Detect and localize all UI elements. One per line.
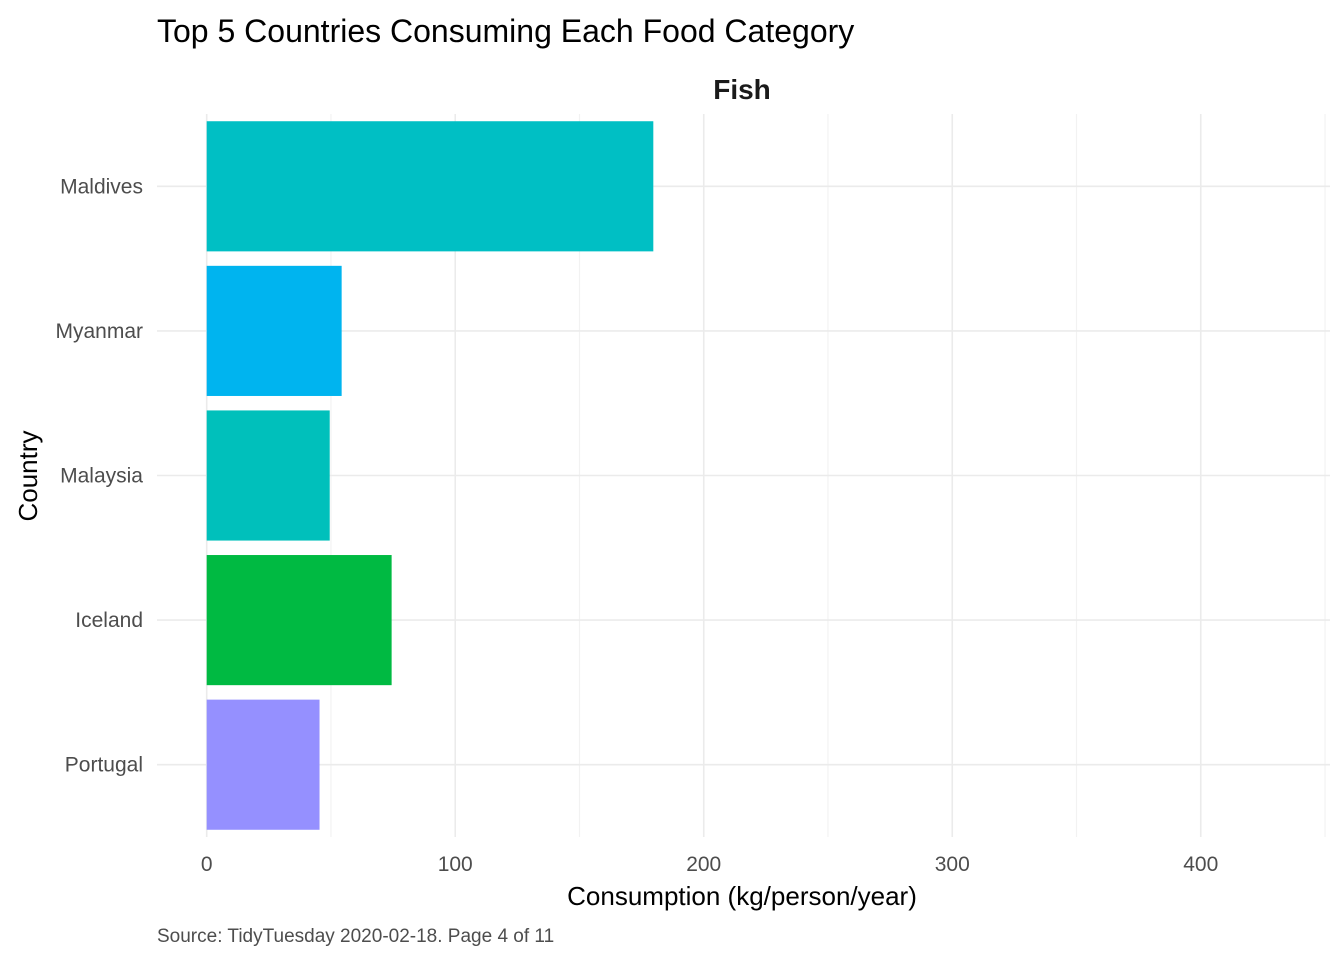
bar-iceland <box>206 555 392 686</box>
y-axis-title: Country <box>13 430 43 521</box>
chart-caption: Source: TidyTuesday 2020-02-18. Page 4 o… <box>157 926 554 947</box>
y-tick-label: Maldives <box>60 175 143 198</box>
y-tick-label: Malaysia <box>60 465 143 488</box>
x-tick-label: 0 <box>201 853 213 876</box>
x-axis-title: Consumption (kg/person/year) <box>567 881 917 911</box>
x-tick-label: 300 <box>935 853 970 876</box>
x-tick-label: 200 <box>686 853 721 876</box>
bar-myanmar <box>206 265 342 396</box>
bar-portugal <box>206 699 320 830</box>
y-tick-labels: Maldives Myanmar Malaysia Iceland Portugal <box>55 175 143 776</box>
facet-strip-label: Fish <box>713 74 771 105</box>
bar-group <box>206 121 654 830</box>
x-tick-label: 400 <box>1183 853 1218 876</box>
x-tick-label: 100 <box>438 853 473 876</box>
chart-title: Top 5 Countries Consuming Each Food Cate… <box>157 13 854 49</box>
bar-malaysia <box>206 410 330 541</box>
x-tick-labels: 0 100 200 300 400 <box>201 853 1218 876</box>
y-tick-label: Iceland <box>75 609 143 632</box>
bar-maldives <box>206 121 654 252</box>
y-tick-label: Portugal <box>65 754 143 777</box>
y-tick-label: Myanmar <box>55 320 143 343</box>
